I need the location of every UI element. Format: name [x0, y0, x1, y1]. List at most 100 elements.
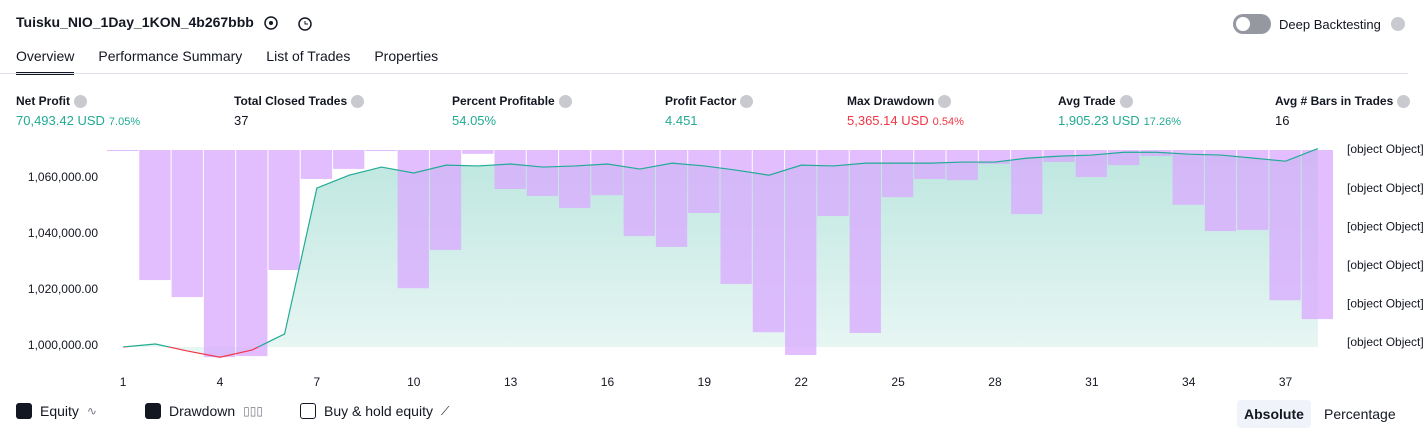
info-icon[interactable]: [74, 94, 87, 108]
metric: Max Drawdown 5,365.14 USD 0.54%: [847, 94, 964, 128]
legend-label: Equity: [40, 403, 79, 419]
metric-value: 70,493.42 USD: [16, 113, 105, 128]
x-tick-label: 22: [795, 375, 809, 389]
x-tick-label: 1: [120, 375, 127, 389]
y2-tick-label: [object Object]: [1347, 297, 1424, 311]
toggle[interactable]: [1233, 14, 1271, 34]
drawdown-bar: [1107, 150, 1140, 166]
legend-icon: ⟋: [440, 403, 450, 418]
metric: Profit Factor 4.451: [665, 94, 754, 128]
drawdown-bar: [236, 150, 268, 357]
info-icon[interactable]: [1397, 94, 1411, 108]
metric: Total Closed Trades 37: [234, 94, 365, 128]
mode-button[interactable]: Absolute: [1237, 400, 1311, 428]
info-icon[interactable]: [351, 94, 365, 108]
equity-toggle[interactable]: Equity ∿: [16, 403, 97, 419]
metric-value-row: 5,365.14 USD 0.54%: [847, 113, 964, 128]
checkbox[interactable]: [300, 403, 316, 419]
metric-percent: 17.26%: [1143, 116, 1181, 128]
drawdown-bar: [978, 150, 1011, 164]
metric-percent: 0.54%: [932, 116, 964, 128]
y-tick-label: 1,040,000.00: [28, 226, 98, 240]
y-tick-label: 1,000,000.00: [28, 338, 98, 352]
metric-label: Max Drawdown: [847, 94, 935, 108]
mode-button[interactable]: Percentage: [1324, 406, 1396, 422]
info-icon[interactable]: [1119, 94, 1133, 108]
info-icon[interactable]: [938, 94, 952, 108]
metric-value: 16: [1275, 113, 1290, 128]
drawdown-bar: [139, 150, 171, 281]
metric-value-row: 54.05%: [452, 113, 572, 128]
checkbox[interactable]: [16, 403, 32, 419]
info-icon[interactable]: [558, 94, 572, 108]
divider: [0, 73, 1408, 74]
x-tick-label: 37: [1279, 375, 1293, 389]
metric-label-row: Total Closed Trades: [234, 94, 365, 108]
drawdown-bar: [688, 150, 720, 213]
drawdown-bar: [365, 150, 397, 151]
drawdown-bar: [462, 150, 494, 154]
help-icon[interactable]: [1391, 17, 1405, 31]
drawdown-toggle[interactable]: Drawdown ▯▯▯: [145, 403, 263, 419]
tabs: Overview Performance Summary List of Trade…: [16, 48, 438, 75]
y2-tick-label: [object Object]: [1347, 142, 1424, 156]
drawdown-bar: [1172, 150, 1204, 205]
metric-value: 4.451: [665, 113, 698, 128]
tab[interactable]: List of Trades: [266, 48, 351, 64]
drawdown-bar: [817, 150, 849, 217]
alert-hand: [304, 21, 308, 25]
buyhold-toggle[interactable]: Buy & hold equity ⟋: [300, 403, 449, 419]
x-tick-label: 34: [1182, 375, 1196, 389]
metric-value-row: 16: [1275, 113, 1410, 128]
drawdown-bar: [203, 150, 236, 358]
drawdown-bar: [752, 150, 785, 333]
metric-label-row: Avg Trade: [1058, 94, 1181, 108]
x-tick-label: 31: [1085, 375, 1099, 389]
info-icon[interactable]: [740, 94, 754, 108]
metric-label-row: Net Profit: [16, 94, 140, 108]
drawdown-bar: [591, 150, 623, 196]
metric-percent: 7.05%: [108, 116, 141, 128]
metric-label: Avg Trade: [1058, 94, 1116, 108]
metric-label: Avg # Bars in Trades: [1275, 94, 1394, 108]
strategy-title: Tuisku_NIO_1Day_1KON_4b267bbb: [16, 14, 254, 30]
x-tick-label: 7: [314, 375, 321, 389]
drawdown-bar: [720, 150, 752, 284]
x-tick-label: 16: [601, 375, 615, 389]
metric-value-row: 70,493.42 USD 7.05%: [16, 113, 140, 128]
metric-label-row: Max Drawdown: [847, 94, 964, 108]
y-tick-label: 1,060,000.00: [28, 170, 98, 184]
metric-value-row: 1,905.23 USD 17.26%: [1058, 113, 1181, 128]
checkbox[interactable]: [145, 403, 161, 419]
drawdown-bar: [914, 150, 946, 179]
y2-tick-label: [object Object]: [1347, 181, 1424, 195]
drawdown-bar: [785, 150, 817, 355]
metric-value-row: 37: [234, 113, 364, 128]
settings-icon[interactable]: [264, 16, 278, 30]
tab[interactable]: Performance Summary: [98, 48, 243, 64]
metric: Percent Profitable 54.05%: [452, 94, 572, 128]
drawdown-bar: [526, 150, 559, 196]
x-tick-label: 10: [407, 375, 421, 389]
tab[interactable]: Overview: [16, 48, 75, 75]
metric-label: Profit Factor: [665, 94, 737, 108]
drawdown-bar: [333, 150, 365, 169]
legend-label: Buy & hold equity: [324, 403, 433, 419]
metric-value: 1,905.23 USD: [1058, 113, 1140, 128]
metric-label: Total Closed Trades: [234, 94, 348, 108]
tab[interactable]: Properties: [374, 48, 439, 64]
metric-value-row: 4.451: [665, 113, 753, 128]
metric-label: Percent Profitable: [452, 94, 555, 108]
drawdown-bar: [171, 150, 203, 298]
y2-tick-label: [object Object]: [1347, 335, 1424, 349]
drawdown-bar: [559, 150, 591, 208]
header-icons: [264, 16, 312, 31]
equity-line: [123, 148, 1319, 358]
alert-icon[interactable]: [298, 17, 312, 31]
drawdown-bar: [1269, 150, 1301, 301]
toggle-label: Deep Backtesting: [1279, 17, 1381, 32]
drawdown-bar: [1011, 150, 1043, 215]
y-tick-label: 1,020,000.00: [28, 282, 98, 296]
metric-value: 5,365.14 USD: [847, 113, 929, 128]
